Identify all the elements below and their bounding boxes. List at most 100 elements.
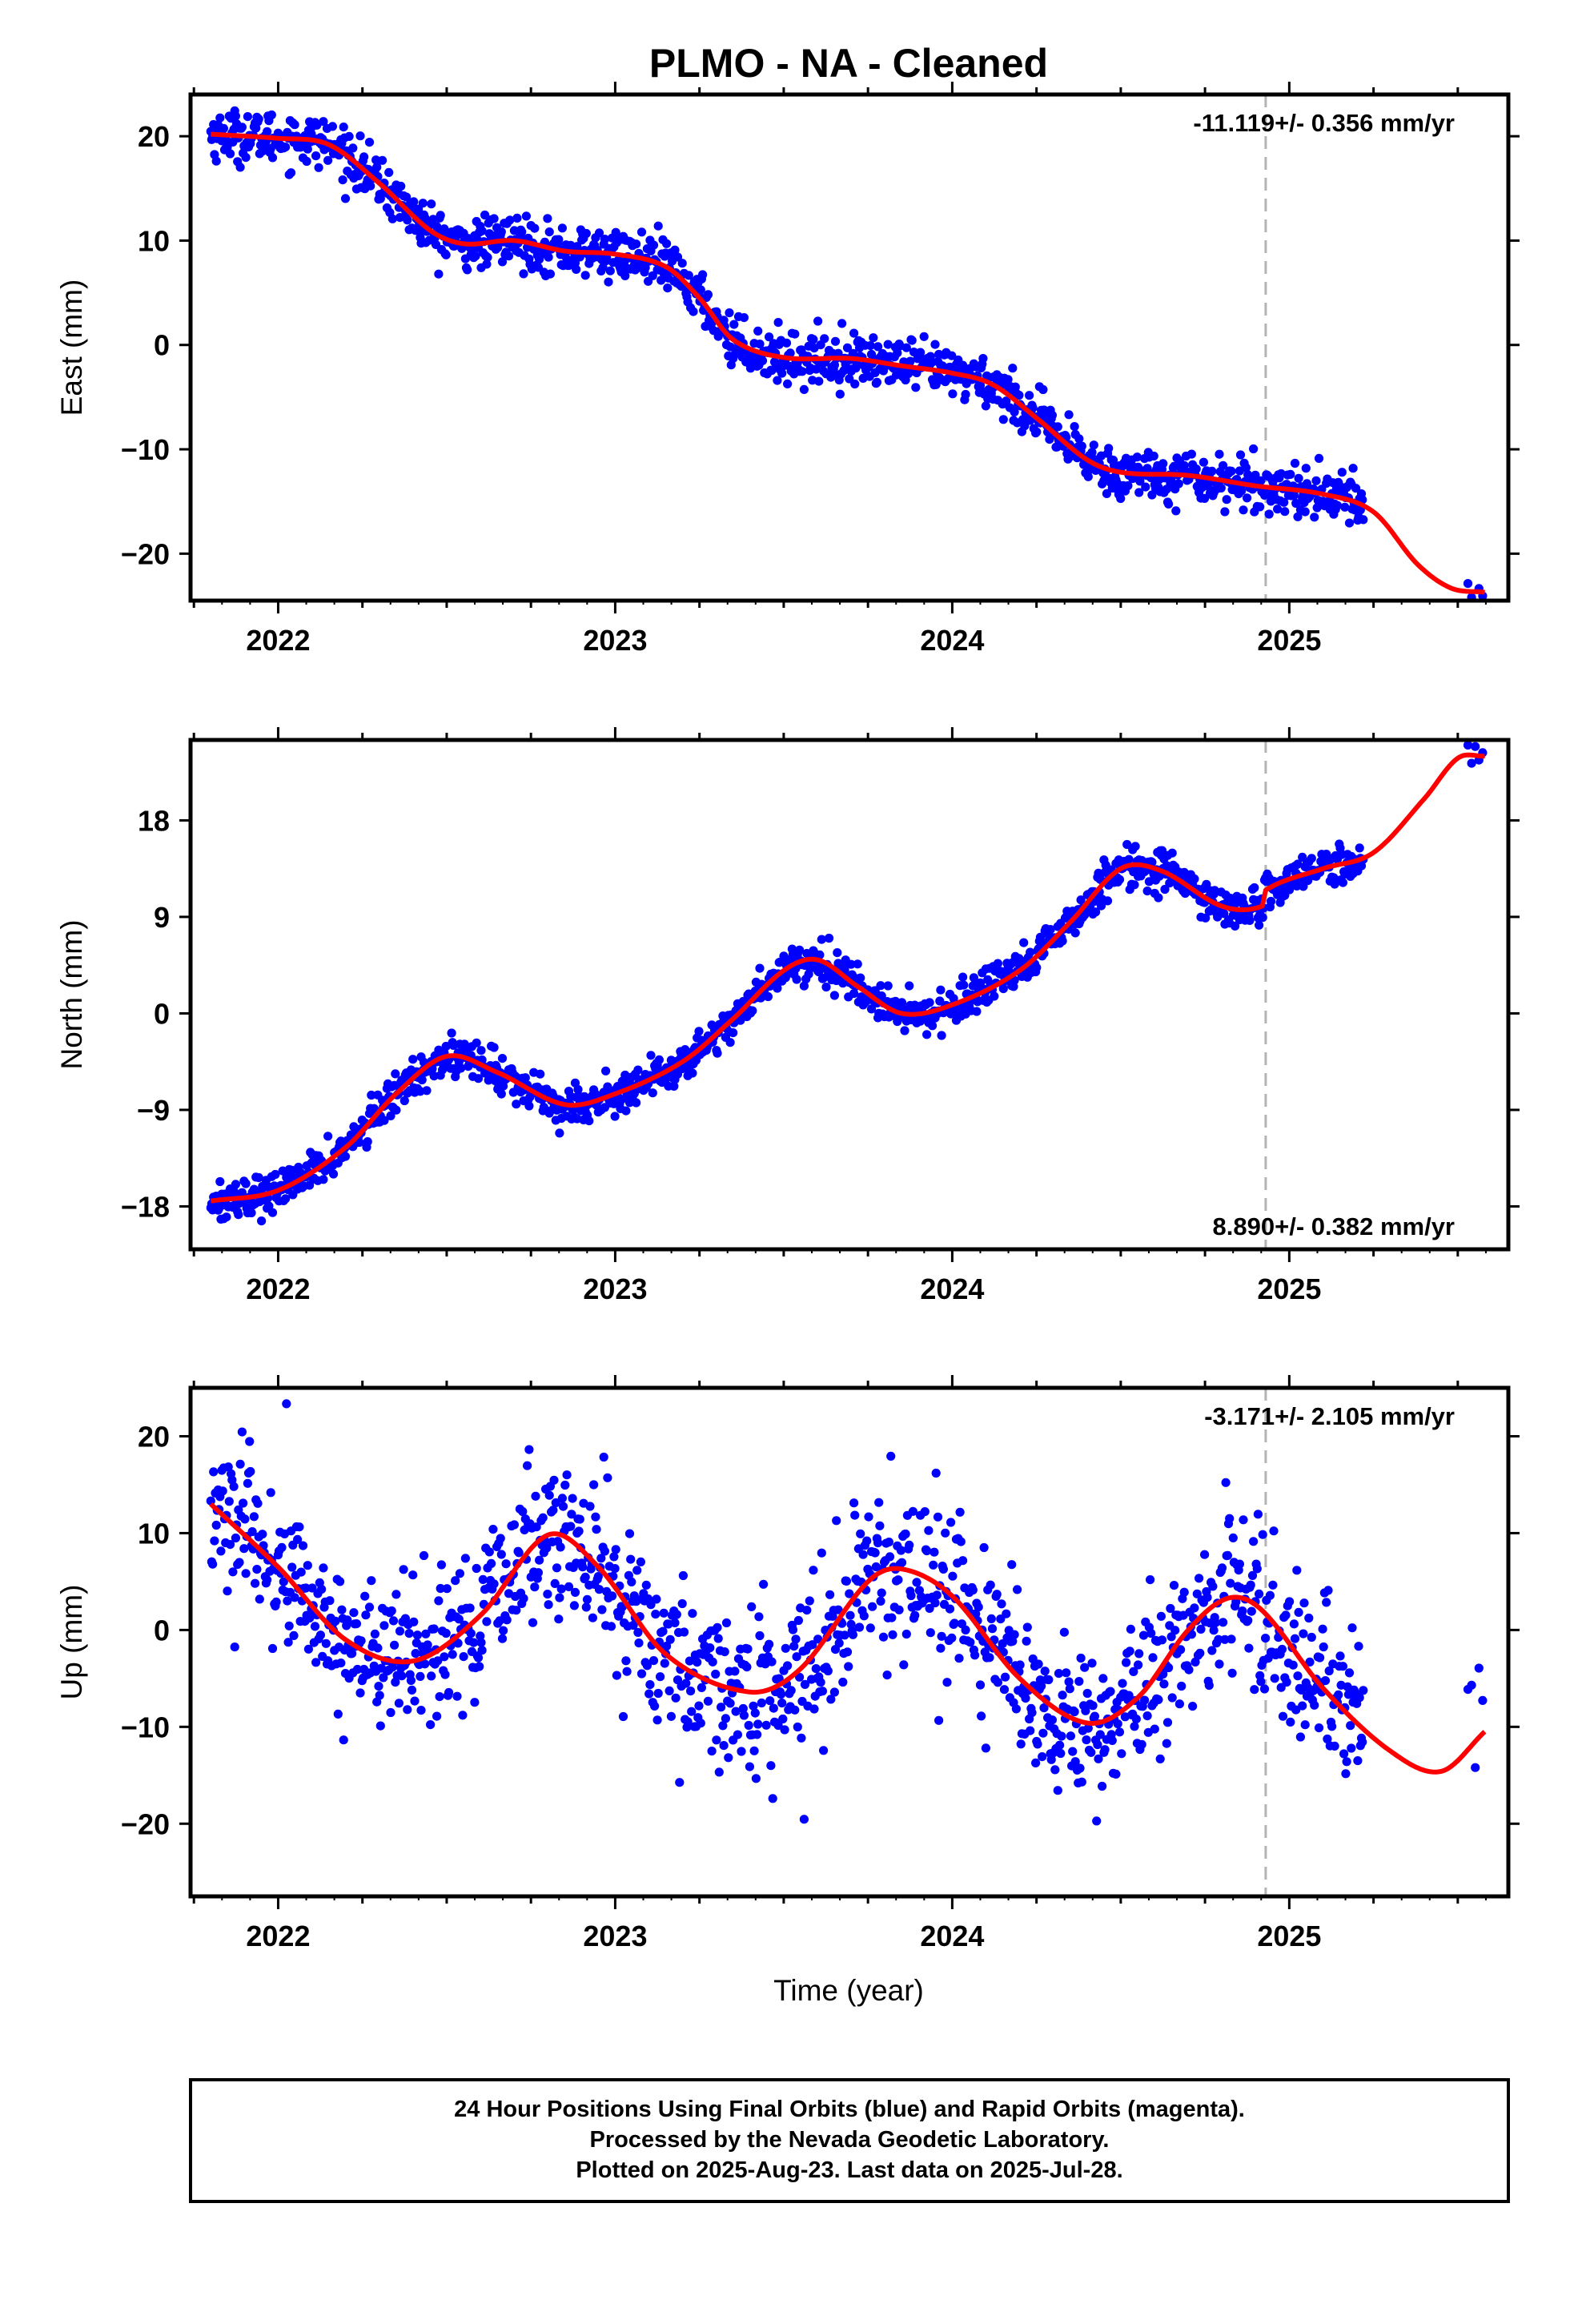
data-point [1268, 1580, 1278, 1590]
data-point [247, 1527, 257, 1537]
data-point [355, 131, 365, 141]
data-point [627, 1577, 636, 1586]
data-point [603, 1473, 612, 1482]
data-point [670, 245, 680, 255]
data-point [610, 1564, 620, 1574]
data-point [390, 1640, 400, 1650]
data-point [669, 1081, 679, 1091]
data-point [612, 1671, 622, 1680]
data-point [1174, 1699, 1184, 1709]
data-point [371, 155, 381, 165]
data-point [1320, 1676, 1331, 1686]
data-point [1038, 1728, 1048, 1738]
data-point [1281, 1610, 1291, 1620]
data-point [1106, 1687, 1115, 1696]
x-tick-label: 2024 [920, 624, 984, 657]
data-point [634, 1638, 644, 1648]
data-point [279, 1577, 288, 1586]
data-point [403, 215, 412, 225]
y-tick-label: 0 [154, 1614, 170, 1647]
data-point [809, 1566, 818, 1575]
data-point [290, 1593, 299, 1602]
data-point [933, 1512, 943, 1522]
y-tick-label: 9 [154, 901, 170, 934]
data-point [791, 1634, 801, 1644]
data-point [558, 1502, 568, 1511]
data-point [703, 290, 713, 300]
data-point [1010, 1630, 1019, 1639]
data-point [628, 1620, 638, 1630]
data-point [878, 1632, 889, 1642]
data-point [809, 1704, 819, 1714]
data-point [934, 1715, 944, 1725]
data-point [1062, 1668, 1071, 1678]
data-point [542, 1543, 552, 1553]
data-point [1031, 1758, 1041, 1767]
data-point [1258, 1530, 1267, 1539]
data-point [725, 1038, 735, 1047]
data-point [1322, 1598, 1331, 1607]
data-point [1074, 1677, 1084, 1687]
data-point [897, 998, 907, 1007]
data-point [1140, 1695, 1150, 1705]
data-point [1288, 1660, 1298, 1670]
data-point [1070, 1707, 1079, 1717]
data-point [496, 1550, 506, 1559]
data-point [501, 1559, 511, 1569]
data-point [237, 1427, 247, 1437]
data-point [493, 243, 503, 252]
data-point [311, 151, 321, 161]
model-curve [210, 131, 1486, 595]
data-point [1015, 1660, 1025, 1670]
data-point [441, 250, 451, 259]
data-point [1258, 913, 1267, 923]
y-tick-label: 10 [138, 224, 170, 257]
data-point [1176, 1645, 1186, 1655]
data-point [1289, 1619, 1299, 1629]
data-point [328, 1169, 339, 1179]
data-point [948, 1571, 958, 1581]
data-point [325, 1596, 335, 1606]
data-point [1064, 1677, 1074, 1687]
data-point [1215, 449, 1224, 459]
data-point [714, 1767, 724, 1777]
data-point [339, 1735, 348, 1745]
data-point [323, 1132, 333, 1141]
data-point [968, 1585, 978, 1595]
x-tick-label: 2024 [920, 1920, 984, 1952]
footer-line-2: Processed by the Nevada Geodetic Laborat… [590, 2127, 1110, 2153]
data-point [1124, 1691, 1134, 1700]
data-point [293, 1534, 303, 1544]
data-point [249, 1512, 259, 1522]
data-point [1298, 1701, 1307, 1711]
data-point [876, 1596, 885, 1606]
data-point [1323, 1734, 1332, 1744]
data-point [210, 1536, 219, 1546]
y-axis-label: North (mm) [55, 919, 88, 1069]
data-point [572, 264, 581, 274]
data-point [596, 1554, 606, 1563]
data-point [218, 1486, 227, 1496]
data-point [1095, 1730, 1105, 1739]
data-point [739, 313, 749, 323]
data-point [453, 1638, 463, 1648]
data-point [1278, 1711, 1288, 1721]
data-point [1351, 484, 1361, 493]
data-point [877, 991, 886, 1001]
data-point [555, 1128, 564, 1138]
data-point [1245, 915, 1255, 925]
data-point [874, 1498, 884, 1507]
y-tick-label: 10 [138, 1517, 170, 1550]
data-point [471, 251, 480, 261]
data-point [955, 1507, 965, 1517]
data-point [652, 1715, 662, 1725]
data-point [869, 333, 878, 343]
data-point [1337, 468, 1347, 477]
data-point [945, 1604, 955, 1614]
data-point [241, 153, 251, 163]
data-point [512, 1100, 521, 1109]
data-point [936, 985, 946, 995]
data-point [899, 1660, 909, 1670]
data-point [1104, 444, 1114, 453]
